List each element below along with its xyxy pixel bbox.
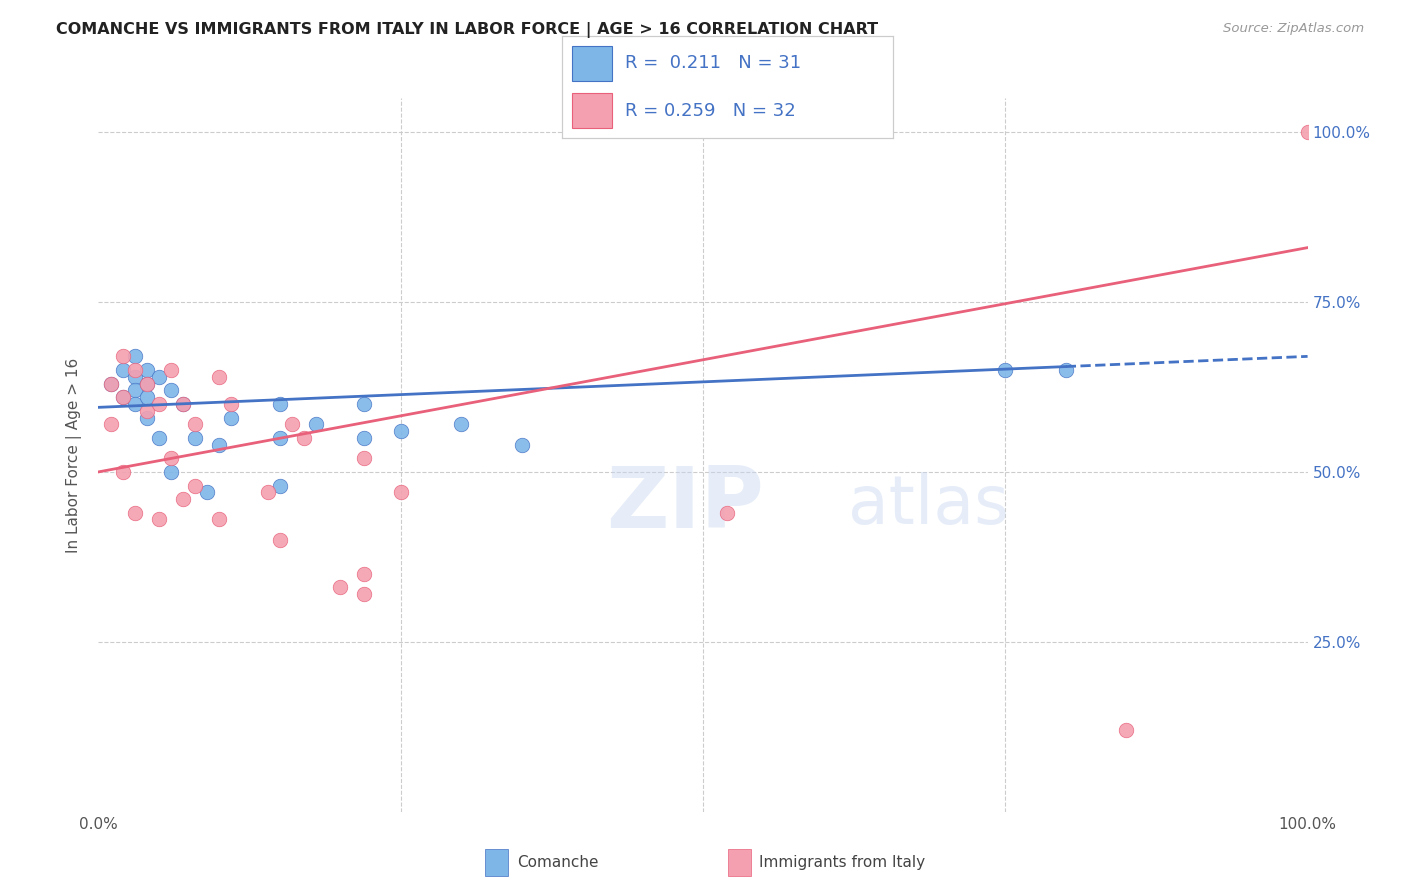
Point bbox=[329, 581, 352, 595]
Point bbox=[160, 451, 183, 466]
Point bbox=[269, 397, 291, 411]
Point bbox=[135, 403, 157, 417]
Point bbox=[100, 376, 122, 391]
Point bbox=[353, 587, 375, 601]
Point bbox=[353, 451, 375, 466]
Point bbox=[450, 417, 472, 432]
Point bbox=[281, 417, 304, 432]
Point bbox=[111, 350, 134, 364]
Point bbox=[256, 485, 278, 500]
Point bbox=[111, 390, 134, 404]
Point bbox=[160, 465, 183, 479]
Point bbox=[353, 431, 375, 445]
Point bbox=[269, 478, 291, 492]
Point bbox=[1296, 125, 1319, 139]
Point bbox=[353, 566, 375, 581]
Text: R =  0.211   N = 31: R = 0.211 N = 31 bbox=[626, 54, 801, 72]
Point bbox=[148, 512, 170, 526]
Point bbox=[148, 431, 170, 445]
Point bbox=[221, 410, 243, 425]
Point bbox=[135, 363, 157, 377]
Bar bbox=[572, 93, 612, 128]
Text: Source: ZipAtlas.com: Source: ZipAtlas.com bbox=[1223, 22, 1364, 36]
Point bbox=[208, 369, 231, 384]
Point bbox=[135, 376, 157, 391]
Point bbox=[208, 438, 231, 452]
Point bbox=[111, 363, 134, 377]
Point bbox=[124, 350, 146, 364]
Point bbox=[269, 533, 291, 547]
Text: ZIP: ZIP bbox=[606, 463, 763, 547]
Point bbox=[111, 465, 134, 479]
Text: atlas: atlas bbox=[848, 472, 1010, 538]
Point bbox=[195, 485, 218, 500]
Point bbox=[124, 506, 146, 520]
Point bbox=[172, 397, 194, 411]
Point bbox=[160, 363, 183, 377]
Point bbox=[353, 397, 375, 411]
Point bbox=[124, 397, 146, 411]
Point bbox=[208, 512, 231, 526]
Point bbox=[716, 506, 738, 520]
Point bbox=[389, 424, 412, 438]
Point bbox=[269, 431, 291, 445]
Text: R = 0.259   N = 32: R = 0.259 N = 32 bbox=[626, 102, 796, 120]
Point bbox=[184, 478, 207, 492]
Y-axis label: In Labor Force | Age > 16: In Labor Force | Age > 16 bbox=[66, 358, 83, 552]
Point bbox=[184, 417, 207, 432]
Point bbox=[135, 410, 157, 425]
Point bbox=[124, 369, 146, 384]
Point bbox=[111, 390, 134, 404]
Point bbox=[1054, 363, 1077, 377]
Text: COMANCHE VS IMMIGRANTS FROM ITALY IN LABOR FORCE | AGE > 16 CORRELATION CHART: COMANCHE VS IMMIGRANTS FROM ITALY IN LAB… bbox=[56, 22, 879, 38]
Point bbox=[994, 363, 1017, 377]
Point bbox=[221, 397, 243, 411]
Point bbox=[148, 369, 170, 384]
Point bbox=[135, 376, 157, 391]
Point bbox=[148, 397, 170, 411]
Point bbox=[1115, 723, 1137, 738]
Point bbox=[184, 431, 207, 445]
Point bbox=[172, 492, 194, 507]
Text: Immigrants from Italy: Immigrants from Italy bbox=[759, 855, 925, 870]
Point bbox=[510, 438, 533, 452]
Text: Comanche: Comanche bbox=[517, 855, 599, 870]
Point bbox=[389, 485, 412, 500]
Point bbox=[100, 417, 122, 432]
Bar bbox=[572, 45, 612, 81]
Point bbox=[172, 397, 194, 411]
Point bbox=[292, 431, 315, 445]
Point bbox=[135, 390, 157, 404]
Point bbox=[160, 384, 183, 398]
Point bbox=[100, 376, 122, 391]
Point bbox=[124, 363, 146, 377]
Point bbox=[124, 384, 146, 398]
Point bbox=[305, 417, 328, 432]
